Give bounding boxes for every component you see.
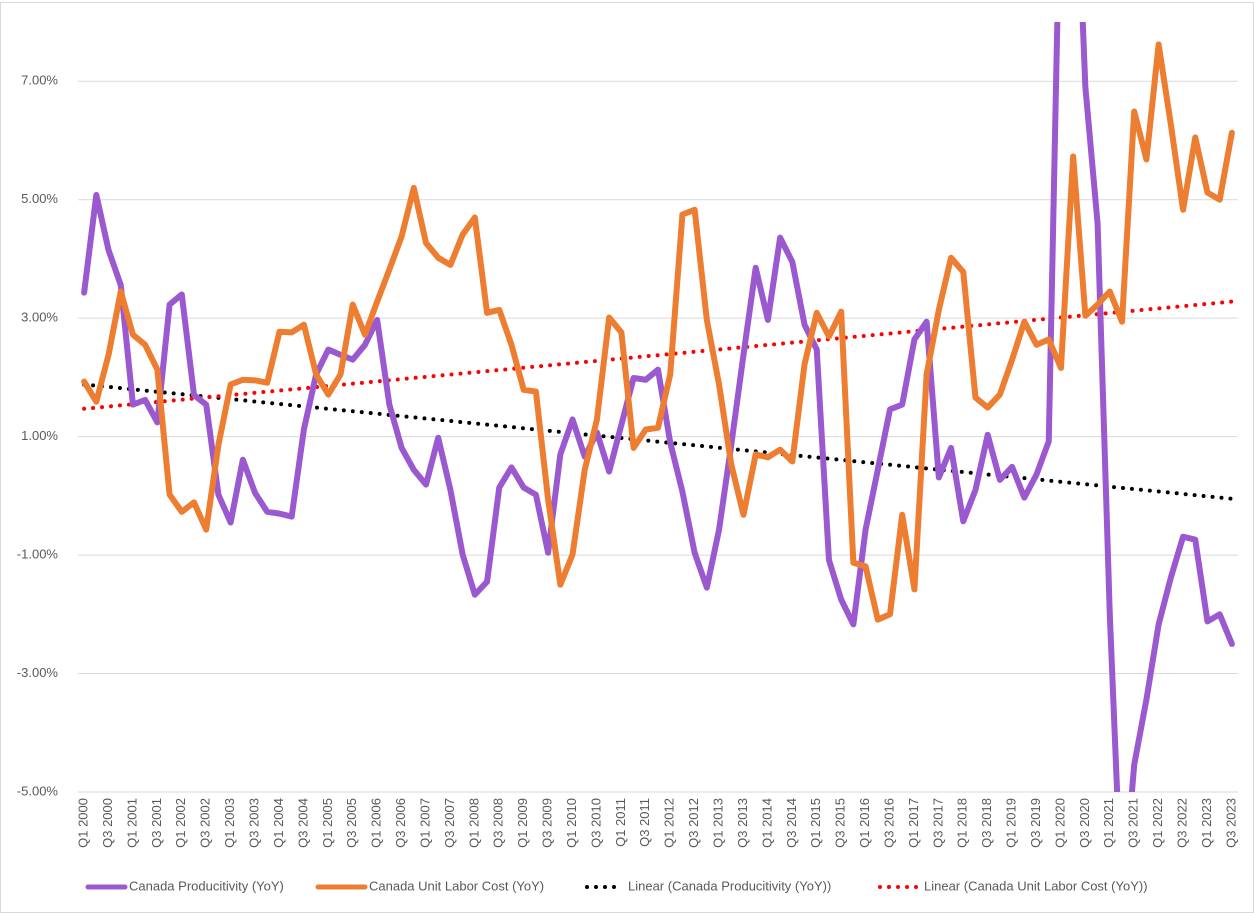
x-tick-label: Q1 2014 — [759, 798, 774, 848]
x-tick-label: Q3 2007 — [442, 798, 457, 848]
legend-label: Canada Producitivity (YoY) — [129, 878, 284, 893]
x-tick-label: Q3 2014 — [784, 798, 799, 848]
series-line — [81, 22, 1235, 792]
y-tick-label: 7.00% — [21, 73, 58, 88]
x-tick-label: Q1 2019 — [1004, 798, 1019, 848]
x-tick-label: Q3 2004 — [295, 798, 310, 848]
x-tick-label: Q1 2003 — [222, 798, 237, 848]
x-tick-label: Q3 2015 — [833, 798, 848, 848]
x-tick-label: Q3 2012 — [686, 798, 701, 848]
y-tick-label: 5.00% — [21, 191, 58, 206]
trend-line — [82, 382, 1234, 501]
x-tick-label: Q1 2011 — [613, 798, 628, 847]
x-tick-label: Q3 2011 — [637, 798, 652, 847]
x-tick-label: Q3 2019 — [1028, 798, 1043, 848]
x-tick-label: Q1 2022 — [1150, 798, 1165, 848]
x-tick-label: Q1 2020 — [1052, 798, 1067, 848]
trend-line — [82, 299, 1234, 411]
x-tick-label: Q1 2008 — [466, 798, 481, 848]
y-tick-label: 3.00% — [21, 310, 58, 325]
series-line — [81, 41, 1235, 623]
x-tick-label: Q3 2008 — [491, 798, 506, 848]
x-tick-label: Q1 2007 — [417, 798, 432, 848]
x-tick-label: Q3 2022 — [1174, 798, 1189, 848]
x-tick-label: Q3 2010 — [588, 798, 603, 848]
x-tick-label: Q1 2017 — [906, 798, 921, 848]
x-tick-label: Q1 2016 — [857, 798, 872, 848]
x-tick-label: Q3 2013 — [735, 798, 750, 848]
x-tick-label: Q1 2010 — [564, 798, 579, 848]
x-tick-label: Q1 2013 — [710, 798, 725, 848]
y-tick-label: -5.00% — [17, 783, 59, 798]
x-tick-label: Q3 2000 — [100, 798, 115, 848]
x-tick-label: Q1 2012 — [662, 798, 677, 848]
x-tick-label: Q1 2023 — [1199, 798, 1214, 848]
x-tick-label: Q1 2004 — [271, 798, 286, 848]
y-tick-label: 1.00% — [21, 428, 58, 443]
x-tick-label: Q3 2021 — [1126, 798, 1141, 848]
x-tick-label: Q1 2001 — [124, 798, 139, 848]
legend-label: Linear (Canada Unit Labor Cost (YoY)) — [924, 878, 1148, 893]
x-tick-label: Q3 2001 — [149, 798, 164, 848]
plot-area — [81, 22, 1235, 792]
x-tick-label: Q1 2021 — [1101, 798, 1116, 848]
x-tick-label: Q3 2006 — [393, 798, 408, 848]
y-tick-label: -3.00% — [17, 665, 59, 680]
y-tick-label: -1.00% — [17, 547, 59, 562]
x-tick-label: Q1 2018 — [955, 798, 970, 848]
x-tick-label: Q1 2006 — [369, 798, 384, 848]
x-tick-label: Q1 2005 — [320, 798, 335, 848]
legend-label: Canada Unit Labor Cost (YoY) — [369, 878, 544, 893]
x-tick-label: Q3 2003 — [246, 798, 261, 848]
x-tick-label: Q1 2000 — [76, 798, 91, 848]
legend-label: Linear (Canada Producitivity (YoY)) — [628, 878, 831, 893]
x-tick-label: Q3 2009 — [540, 798, 555, 848]
x-tick-label: Q3 2017 — [930, 798, 945, 848]
x-tick-label: Q3 2018 — [979, 798, 994, 848]
x-tick-label: Q1 2002 — [173, 798, 188, 848]
x-tick-label: Q1 2015 — [808, 798, 823, 848]
x-tick-label: Q3 2016 — [881, 798, 896, 848]
x-tick-label: Q3 2023 — [1223, 798, 1238, 848]
x-tick-label: Q3 2005 — [344, 798, 359, 848]
x-tick-label: Q3 2020 — [1077, 798, 1092, 848]
x-tick-label: Q3 2002 — [198, 798, 213, 848]
x-tick-label: Q1 2009 — [515, 798, 530, 848]
